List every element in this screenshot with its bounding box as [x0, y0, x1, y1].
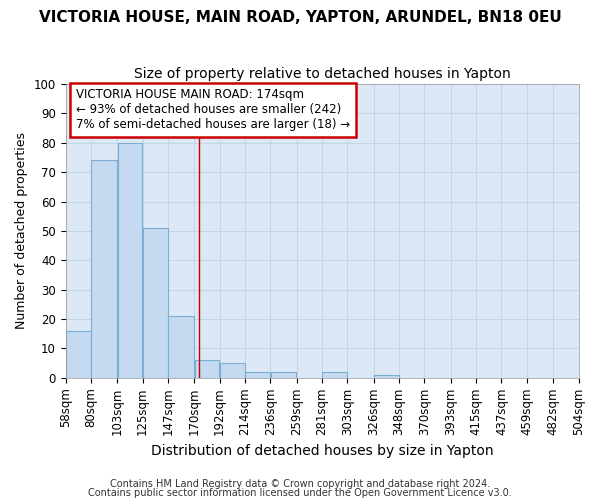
Bar	[271, 372, 296, 378]
Text: Contains public sector information licensed under the Open Government Licence v3: Contains public sector information licen…	[88, 488, 512, 498]
Bar	[322, 372, 347, 378]
Bar	[66, 331, 91, 378]
Bar	[220, 363, 245, 378]
Bar	[91, 160, 117, 378]
X-axis label: Distribution of detached houses by size in Yapton: Distribution of detached houses by size …	[151, 444, 493, 458]
Text: VICTORIA HOUSE MAIN ROAD: 174sqm
← 93% of detached houses are smaller (242)
7% o: VICTORIA HOUSE MAIN ROAD: 174sqm ← 93% o…	[76, 88, 350, 132]
Bar	[245, 372, 270, 378]
Text: VICTORIA HOUSE, MAIN ROAD, YAPTON, ARUNDEL, BN18 0EU: VICTORIA HOUSE, MAIN ROAD, YAPTON, ARUND…	[38, 10, 562, 25]
Text: Contains HM Land Registry data © Crown copyright and database right 2024.: Contains HM Land Registry data © Crown c…	[110, 479, 490, 489]
Bar	[118, 143, 142, 378]
Bar	[194, 360, 220, 378]
Bar	[168, 316, 194, 378]
Title: Size of property relative to detached houses in Yapton: Size of property relative to detached ho…	[134, 68, 511, 82]
Y-axis label: Number of detached properties: Number of detached properties	[15, 132, 28, 330]
Bar	[374, 375, 399, 378]
Bar	[143, 228, 167, 378]
